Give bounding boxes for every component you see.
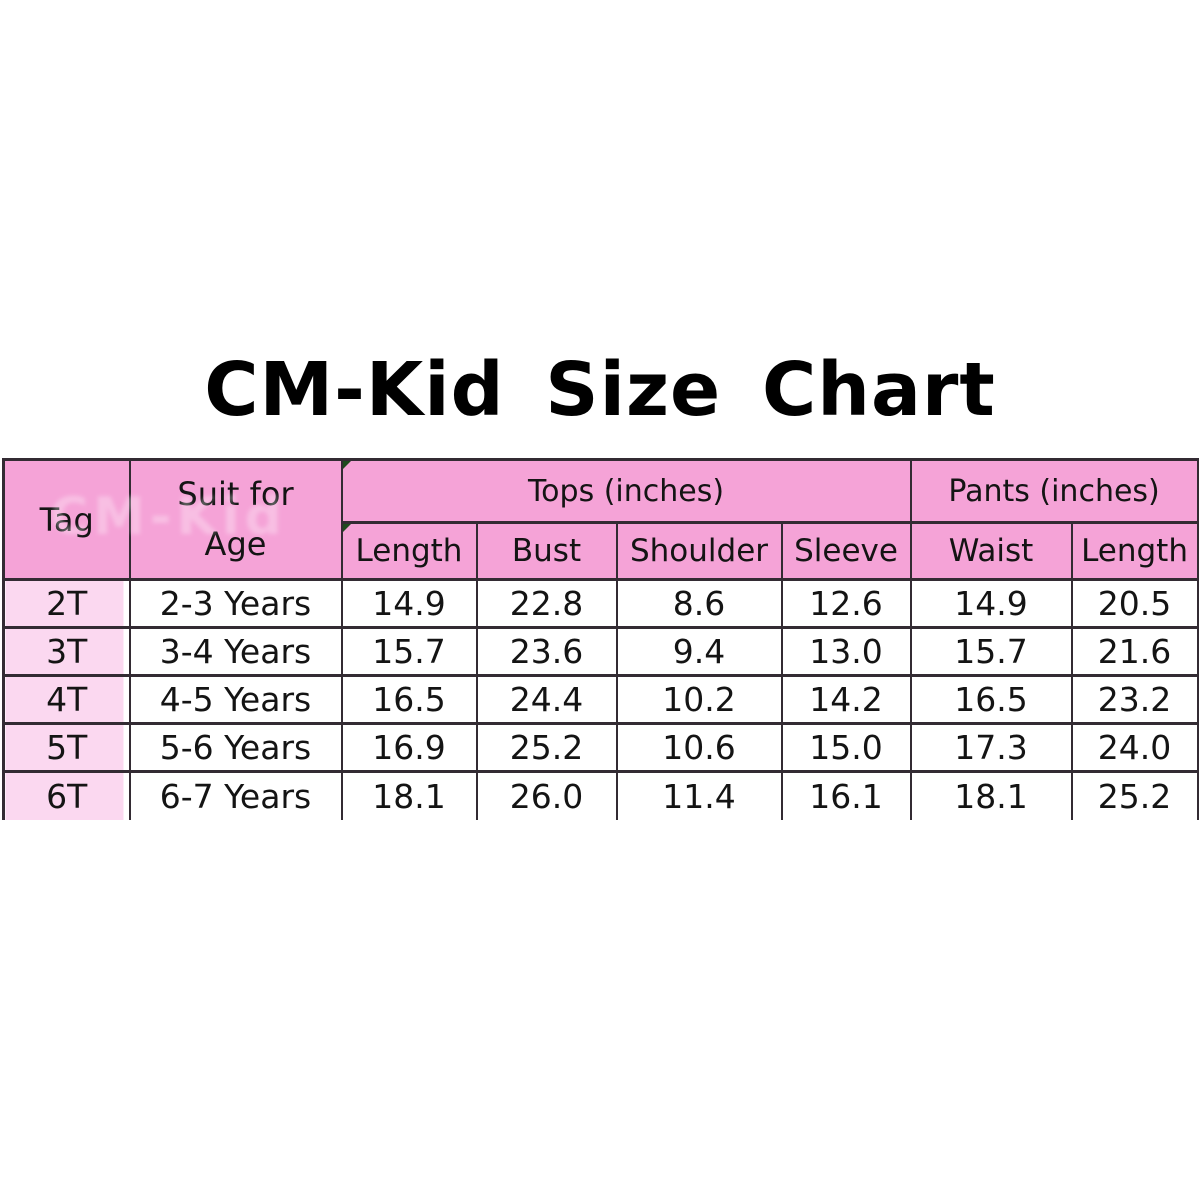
cell-tops-shoulder: 11.4 (615, 770, 783, 820)
table-row-6t: 6T 6-7 Years 18.1 26.0 11.4 16.1 18.1 25… (2, 770, 1199, 820)
cell-tops-shoulder: 10.6 (615, 722, 783, 773)
cell-tops-sleeve: 12.6 (780, 578, 912, 629)
cell-tops-length: 14.9 (340, 578, 478, 629)
cell-tops-length: 16.5 (340, 674, 478, 725)
cell-pants-length: 24.0 (1070, 722, 1199, 773)
header-sub-row: Length Bust Shoulder Sleeve Waist Length (4, 521, 1199, 581)
header-group-pants-label: Pants (inches) (948, 473, 1160, 509)
cell-tops-sleeve: 16.1 (780, 770, 912, 820)
header-group-tops: Tops (inches) (340, 458, 912, 524)
header-tops-length: Length (340, 521, 478, 581)
cell-tops-shoulder: 10.2 (615, 674, 783, 725)
cell-pants-waist: 15.7 (909, 626, 1073, 677)
header-group-tops-label: Tops (inches) (527, 473, 725, 509)
cell-pants-length: 23.2 (1070, 674, 1199, 725)
header-tag: Tag (2, 458, 131, 581)
header-tops-bust: Bust (475, 521, 618, 581)
cell-pants-length: 20.5 (1070, 578, 1199, 629)
header-tops-shoulder: Shoulder (615, 521, 783, 581)
cell-tops-bust: 22.8 (475, 578, 618, 629)
cell-tops-sleeve: 14.2 (780, 674, 912, 725)
cell-tops-length: 18.1 (340, 770, 478, 820)
cell-tops-sleeve: 15.0 (780, 722, 912, 773)
table-row-4t: 4T 4-5 Years 16.5 24.4 10.2 14.2 16.5 23… (2, 674, 1199, 725)
cell-tops-bust: 26.0 (475, 770, 618, 820)
cell-age: 4-5 Years (128, 674, 343, 725)
header-pants-waist: Waist (909, 521, 1073, 581)
header-suit-for-age: Suit for Age (128, 458, 343, 581)
cell-pants-length: 25.2 (1070, 770, 1199, 820)
cell-pants-waist: 16.5 (909, 674, 1073, 725)
cell-pants-waist: 17.3 (909, 722, 1073, 773)
cell-tops-length: 16.9 (340, 722, 478, 773)
cell-age: 5-6 Years (128, 722, 343, 773)
cell-tag: 3T (2, 626, 131, 677)
header-band-row: Tag Suit for Age Tops (inches) Pants (in… (2, 458, 1199, 581)
table-row-2t: 2T 2-3 Years 14.9 22.8 8.6 12.6 14.9 20.… (2, 578, 1199, 629)
cell-tops-sleeve: 13.0 (780, 626, 912, 677)
header-tops-sleeve: Sleeve (780, 521, 912, 581)
cell-tops-bust: 24.4 (475, 674, 618, 725)
cell-tag: 4T (2, 674, 131, 725)
cell-age: 3-4 Years (128, 626, 343, 677)
cell-tops-bust: 25.2 (475, 722, 618, 773)
cell-age: 2-3 Years (128, 578, 343, 629)
cell-tag: 5T (2, 722, 131, 773)
cell-tag: 6T (2, 770, 131, 820)
cell-corner-mark (343, 524, 351, 532)
cell-corner-mark (343, 461, 351, 469)
cell-pants-waist: 18.1 (909, 770, 1073, 820)
cell-tag: 2T (2, 578, 131, 629)
cell-tops-shoulder: 9.4 (615, 626, 783, 677)
cell-tops-length: 15.7 (340, 626, 478, 677)
header-tops-length-label: Length (355, 533, 463, 569)
table-row-3t: 3T 3-4 Years 15.7 23.6 9.4 13.0 15.7 21.… (2, 626, 1199, 677)
cell-pants-waist: 14.9 (909, 578, 1073, 629)
page-title: CM-Kid Size Chart (204, 347, 996, 433)
header-pants-length: Length (1070, 521, 1199, 581)
cell-tops-bust: 23.6 (475, 626, 618, 677)
cell-age: 6-7 Years (128, 770, 343, 820)
header-group-pants: Pants (inches) (909, 458, 1199, 524)
size-chart-table: Tag Suit for Age Tops (inches) Pants (in… (2, 458, 1199, 820)
cell-pants-length: 21.6 (1070, 626, 1199, 677)
table-row-5t: 5T 5-6 Years 16.9 25.2 10.6 15.0 17.3 24… (2, 722, 1199, 773)
header-suit-for-age-label: Suit for Age (177, 474, 294, 563)
cell-tops-shoulder: 8.6 (615, 578, 783, 629)
